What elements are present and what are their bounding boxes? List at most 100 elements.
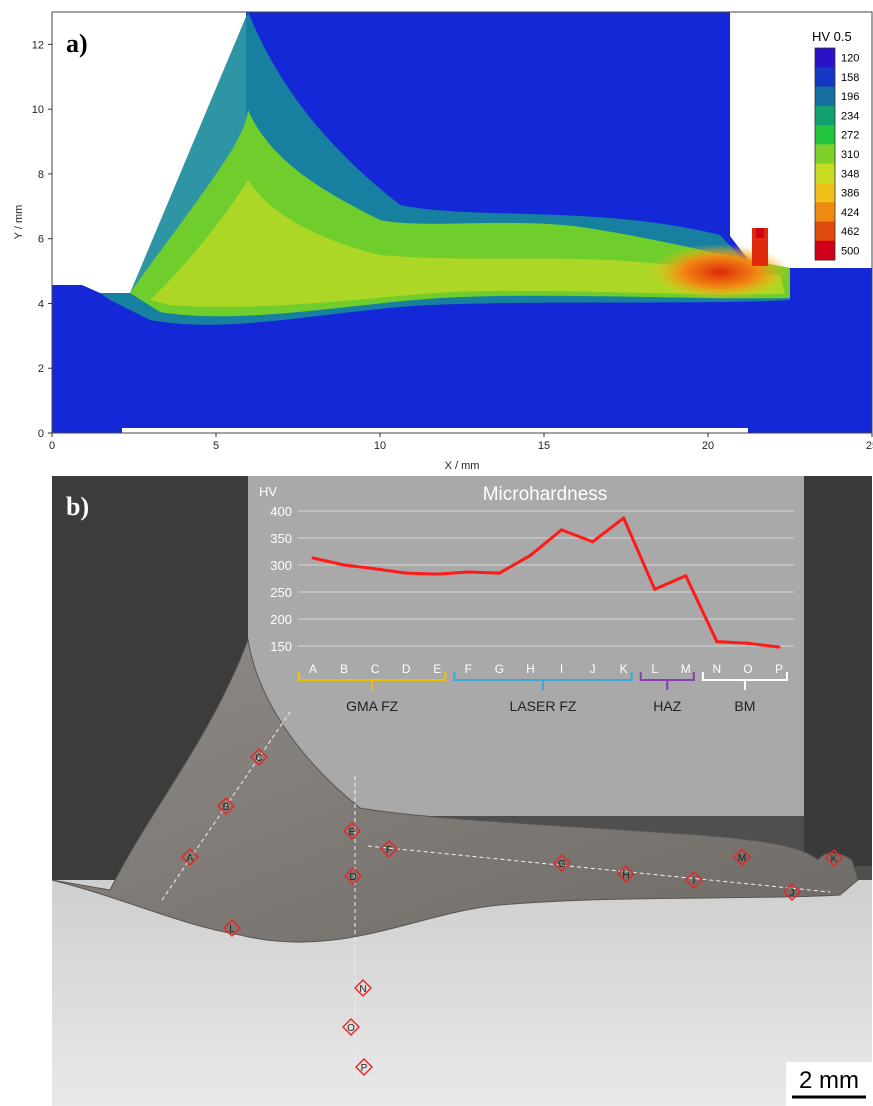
- fusion-core: [150, 180, 785, 307]
- colorbar-tick-label: 424: [841, 207, 859, 219]
- indent-diamond: [685, 871, 703, 889]
- colorbar-tick-label: 462: [841, 226, 859, 238]
- colorbar-title: HV 0.5: [812, 29, 852, 44]
- microhardness-point: [777, 645, 781, 649]
- colorbar-swatch: [815, 182, 835, 203]
- x-tick-label: 15: [538, 440, 550, 452]
- indent-diamond: [344, 867, 362, 885]
- indent-marker: K: [825, 849, 843, 867]
- microhardness-point: [404, 571, 408, 575]
- indent-label: C: [255, 753, 262, 764]
- x-tick-label: 0: [49, 440, 55, 452]
- map-axes: 0 5 10 15 20 25 0 2 4 6 8 10 12: [32, 39, 873, 452]
- zone-bracket: [639, 672, 695, 690]
- micrograph-panel: b) Microhardness HV 150 200 250 300 350 400 A B…: [51, 476, 872, 1106]
- scale-bar-box: [786, 1062, 872, 1106]
- colorbar-swatch: [815, 163, 835, 184]
- indent-label: K: [831, 854, 838, 865]
- x-tick-label: 10: [374, 440, 386, 452]
- microhardness-point-label: K: [620, 662, 628, 676]
- microhardness-point-label: E: [433, 662, 441, 676]
- map-bottom-strip: [122, 428, 748, 433]
- microhardness-point: [715, 640, 719, 644]
- colorbar-tick-label: 234: [841, 110, 859, 122]
- microhardness-point: [311, 556, 315, 560]
- indent-marker: L: [223, 919, 241, 937]
- indent-marker: P: [355, 1058, 373, 1076]
- indent-markers: A B C D E F G H I J K L M N O P: [181, 748, 843, 1076]
- indent-marker: N: [354, 979, 372, 997]
- colorbar: HV 0.5 120 158 196 234 272 310 348 386 424 462 500: [812, 29, 859, 261]
- microhardness-title: Microhardness: [483, 484, 608, 505]
- gma-measure-line: [161, 711, 291, 901]
- hardness-map-panel: 0 5 10 15 20 25 0 2 4 6 8 10 12 a) HV 0.5 120 158 196 2…: [13, 11, 873, 472]
- indent-label: M: [738, 853, 746, 864]
- colorbar-tick-label: 196: [841, 91, 859, 103]
- microhardness-point: [591, 540, 595, 544]
- microhardness-point-label: N: [713, 662, 722, 676]
- root-peak-top: [756, 228, 764, 238]
- microhardness-point-label: I: [560, 662, 563, 676]
- microhardness-point-label: G: [495, 662, 504, 676]
- microhardness-point: [528, 553, 532, 557]
- indent-marker: J: [783, 883, 801, 901]
- indent-diamond: [617, 865, 635, 883]
- indent-label: I: [693, 876, 696, 887]
- microhardness-y-tick: 300: [270, 558, 292, 573]
- microhardness-point-label: H: [526, 662, 535, 676]
- indent-diamond: [355, 1058, 373, 1076]
- indent-label: H: [622, 870, 629, 881]
- indent-label: O: [347, 1023, 355, 1034]
- colorbar-swatch: [815, 221, 835, 242]
- colorbar-frame: [814, 47, 836, 261]
- y-tick-label: 0: [38, 428, 44, 440]
- microhardness-point: [622, 516, 626, 520]
- zone-label: LASER FZ: [510, 698, 577, 714]
- scale-bar-label: 2 mm: [799, 1067, 859, 1094]
- colorbar-swatch: [815, 105, 835, 126]
- indent-diamond: [181, 848, 199, 866]
- indent-label: N: [359, 984, 366, 995]
- colorbar-tick-label: 272: [841, 130, 859, 142]
- colorbar-tick-label: 120: [841, 53, 859, 65]
- indent-diamond: [250, 748, 268, 766]
- colorbar-tick-label: 386: [841, 188, 859, 200]
- microhardness-line: [312, 516, 780, 649]
- microhardness-y-tick: 350: [270, 531, 292, 546]
- indent-label: A: [187, 853, 194, 864]
- zone-bracket: [453, 672, 633, 690]
- indent-label: E: [349, 827, 356, 838]
- zone-bracket: [701, 672, 788, 690]
- microhardness-point-label: M: [681, 662, 691, 676]
- indent-marker: B: [217, 797, 235, 815]
- microhardness-y-title: HV: [259, 484, 277, 499]
- lower-base-metal: [52, 300, 872, 433]
- microhardness-point: [466, 570, 470, 574]
- microhardness-point-label: F: [465, 662, 472, 676]
- indent-diamond: [354, 979, 372, 997]
- indent-label: J: [790, 888, 795, 899]
- microhardness-y-tick: 400: [270, 504, 292, 519]
- microhardness-point-label: D: [402, 662, 411, 676]
- x-tick-label: 25: [866, 440, 873, 452]
- indent-marker: C: [250, 748, 268, 766]
- zone-bracket: [298, 672, 447, 690]
- microhardness-point-label: B: [340, 662, 348, 676]
- colorbar-swatch: [815, 48, 835, 68]
- indent-marker: F: [380, 840, 398, 858]
- indent-marker: D: [344, 867, 362, 885]
- microhardness-y-tick: 250: [270, 585, 292, 600]
- indent-marker: H: [617, 865, 635, 883]
- x-axis-title: X / mm: [445, 460, 480, 472]
- indent-marker: E: [343, 822, 361, 840]
- microhardness-point-label: P: [775, 662, 783, 676]
- zone-label: HAZ: [653, 698, 681, 714]
- indent-diamond: [380, 840, 398, 858]
- indent-diamond: [825, 849, 843, 867]
- colorbar-swatch: [815, 125, 835, 145]
- microhardness-series: [311, 516, 781, 649]
- y-axis-title: Y / mm: [13, 205, 25, 240]
- zone-label: BM: [734, 698, 755, 714]
- y-tick-label: 4: [38, 298, 44, 310]
